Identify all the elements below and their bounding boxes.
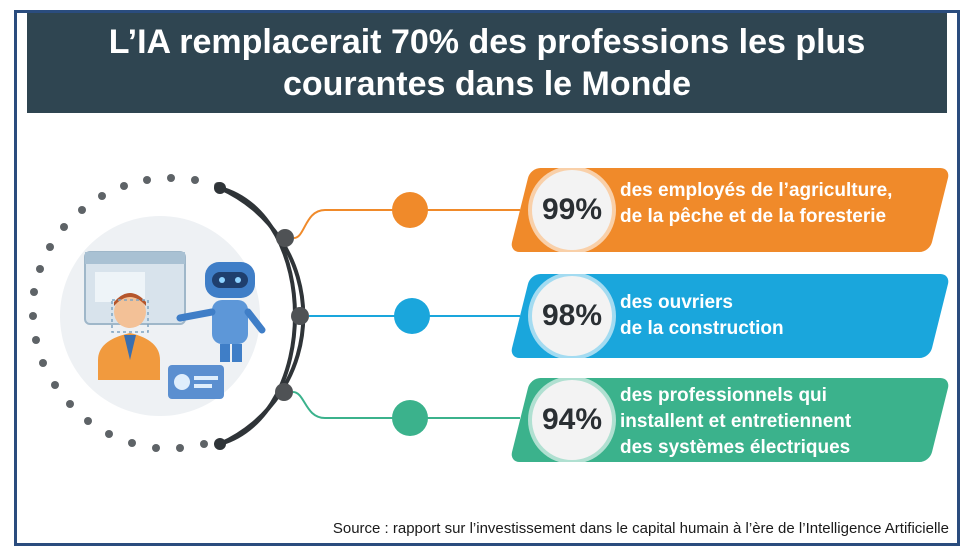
stat-text-3: des professionnels qui installent et ent…: [620, 383, 851, 461]
id-card-icon: [168, 365, 224, 399]
joint-dot-3: [275, 383, 293, 401]
stat-text-1: des employés de l’agriculture, de la pêc…: [620, 178, 892, 230]
percent-circle-2: 98%: [532, 276, 612, 356]
percent-circle-1: 99%: [532, 170, 612, 250]
node-green: [392, 400, 428, 436]
stat-line: installent et entretiennent: [620, 411, 852, 432]
stat-line: des professionnels qui: [620, 385, 827, 406]
robot-icon: [176, 262, 266, 362]
ai-illustration: [60, 216, 266, 416]
node-blue: [394, 298, 430, 334]
percent-circle-3: 94%: [532, 380, 612, 460]
joint-dot-2: [291, 307, 309, 325]
person-icon: [98, 293, 160, 380]
dotted-arc: [29, 174, 222, 452]
joint-dot-1: [276, 229, 294, 247]
stat-line: des ouvriers: [620, 292, 733, 313]
stat-line: des employés de l’agriculture,: [620, 180, 893, 201]
stat-line: de la pêche et de la foresterie: [620, 206, 887, 227]
node-orange: [392, 192, 428, 228]
connector-orange: [293, 209, 520, 239]
stat-line: de la construction: [620, 318, 784, 339]
stat-line: des systèmes électriques: [620, 437, 851, 458]
page-title: L’IA remplacerait 70% des professions le…: [108, 23, 866, 103]
stat-text-2: des ouvriers de la construction: [620, 290, 784, 342]
source-note: Source : rapport sur l’investissement da…: [332, 520, 949, 537]
connector-green: [292, 391, 520, 419]
title-bar: L’IA remplacerait 70% des professions le…: [27, 13, 947, 113]
